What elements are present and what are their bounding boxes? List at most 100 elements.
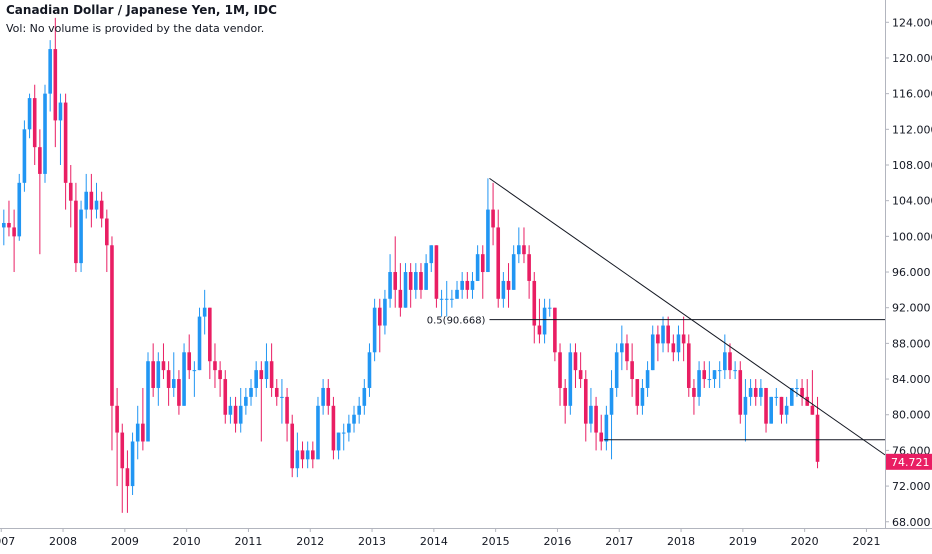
candle-body [558, 352, 562, 388]
candle-body [63, 102, 68, 183]
candle-body [480, 254, 485, 273]
x-tick-label: 2013 [358, 535, 386, 548]
candle-body [450, 298, 454, 300]
candle-body [295, 450, 300, 469]
candle-body [635, 379, 640, 406]
candle-body [460, 280, 464, 290]
candle-body [599, 432, 604, 442]
y-tick-label: 72.000 [892, 480, 931, 493]
candle-body [218, 370, 222, 380]
x-tick-label: 2012 [296, 535, 324, 548]
candle-body [723, 352, 727, 371]
candle-body [743, 396, 748, 415]
last-price-label: 74.721 [891, 456, 930, 469]
candle-body [491, 209, 495, 228]
candle-body [228, 405, 233, 415]
trendline [489, 177, 886, 456]
candle-body [7, 222, 11, 228]
candle-body [702, 370, 707, 380]
candle-body [316, 405, 320, 460]
candle-body [68, 182, 73, 201]
candle-body [656, 334, 660, 344]
candle-body [537, 325, 542, 335]
candle-body [249, 387, 253, 397]
candle-body [233, 405, 238, 424]
candle-body [326, 387, 331, 406]
candle-body [367, 352, 372, 388]
candle-body [444, 298, 449, 300]
candle-body [254, 370, 258, 388]
candle-body [692, 387, 696, 397]
candle-body [393, 272, 398, 290]
candle-body [264, 361, 269, 380]
candle-body [372, 307, 377, 353]
x-tick-label: 2008 [49, 535, 77, 548]
candle-body [336, 432, 341, 451]
candle-body [38, 147, 42, 174]
candle-body [686, 343, 691, 388]
candle-body [789, 387, 794, 406]
candle-body [192, 370, 197, 372]
candle-body [269, 361, 274, 388]
candle-body [486, 209, 490, 273]
candle-body [32, 98, 37, 148]
candle-body [202, 307, 207, 317]
candle-body [48, 49, 52, 94]
y-tick-label: 104.000 [892, 195, 932, 208]
candle-body [753, 387, 758, 397]
candle-body [403, 272, 408, 308]
x-tick-label: 2010 [173, 535, 201, 548]
candle-body [532, 280, 537, 326]
candle-body [141, 423, 145, 442]
chart-title: Canadian Dollar / Japanese Yen, 1M, IDC [6, 3, 277, 17]
candle-body [146, 361, 150, 442]
candle-body [177, 379, 181, 406]
candle-body [578, 370, 583, 380]
candle-body [398, 289, 403, 308]
candle-body [244, 396, 248, 406]
candle-body [759, 387, 763, 397]
candle-body [99, 200, 104, 219]
candle-body [774, 396, 779, 398]
candle-body [362, 387, 367, 406]
candle-body [238, 405, 243, 424]
candle-body [125, 468, 130, 487]
candle-body [547, 307, 552, 309]
candle-body [408, 272, 413, 290]
y-tick-label: 92.000 [892, 302, 931, 315]
y-tick-label: 68.000 [892, 516, 931, 529]
candle-body [573, 352, 578, 371]
x-tick-label: 2016 [543, 535, 571, 548]
candle-body [609, 387, 614, 415]
x-tick-label: 2018 [667, 535, 695, 548]
candle-body [89, 191, 94, 210]
candle-body [352, 414, 356, 424]
y-tick-label: 112.000 [892, 123, 932, 136]
candle-body [419, 272, 423, 290]
candle-body [455, 289, 459, 299]
candle-body [223, 379, 228, 415]
candle-body [697, 370, 701, 397]
candle-body [110, 245, 114, 406]
candle-body [161, 361, 166, 371]
candle-body [676, 334, 681, 353]
candle-body [645, 370, 650, 388]
candle-body [769, 396, 773, 424]
candle-body [496, 227, 501, 299]
level-label: 0.5(90.668) [427, 316, 486, 327]
x-tick-label: 2007 [0, 535, 15, 548]
candle-body [285, 396, 289, 424]
x-tick-label: 2019 [729, 535, 757, 548]
candle-body [583, 379, 588, 424]
candle-body [553, 307, 557, 353]
candle-body [707, 379, 712, 381]
candle-body [527, 254, 531, 281]
candle-body [197, 316, 202, 371]
candle-body [357, 405, 361, 415]
candle-body [290, 423, 295, 469]
x-tick-label: 2021 [852, 535, 880, 548]
candle-body [213, 361, 217, 371]
candle-body [563, 387, 567, 406]
candle-body [465, 280, 470, 290]
x-tick-label: 2011 [234, 535, 262, 548]
